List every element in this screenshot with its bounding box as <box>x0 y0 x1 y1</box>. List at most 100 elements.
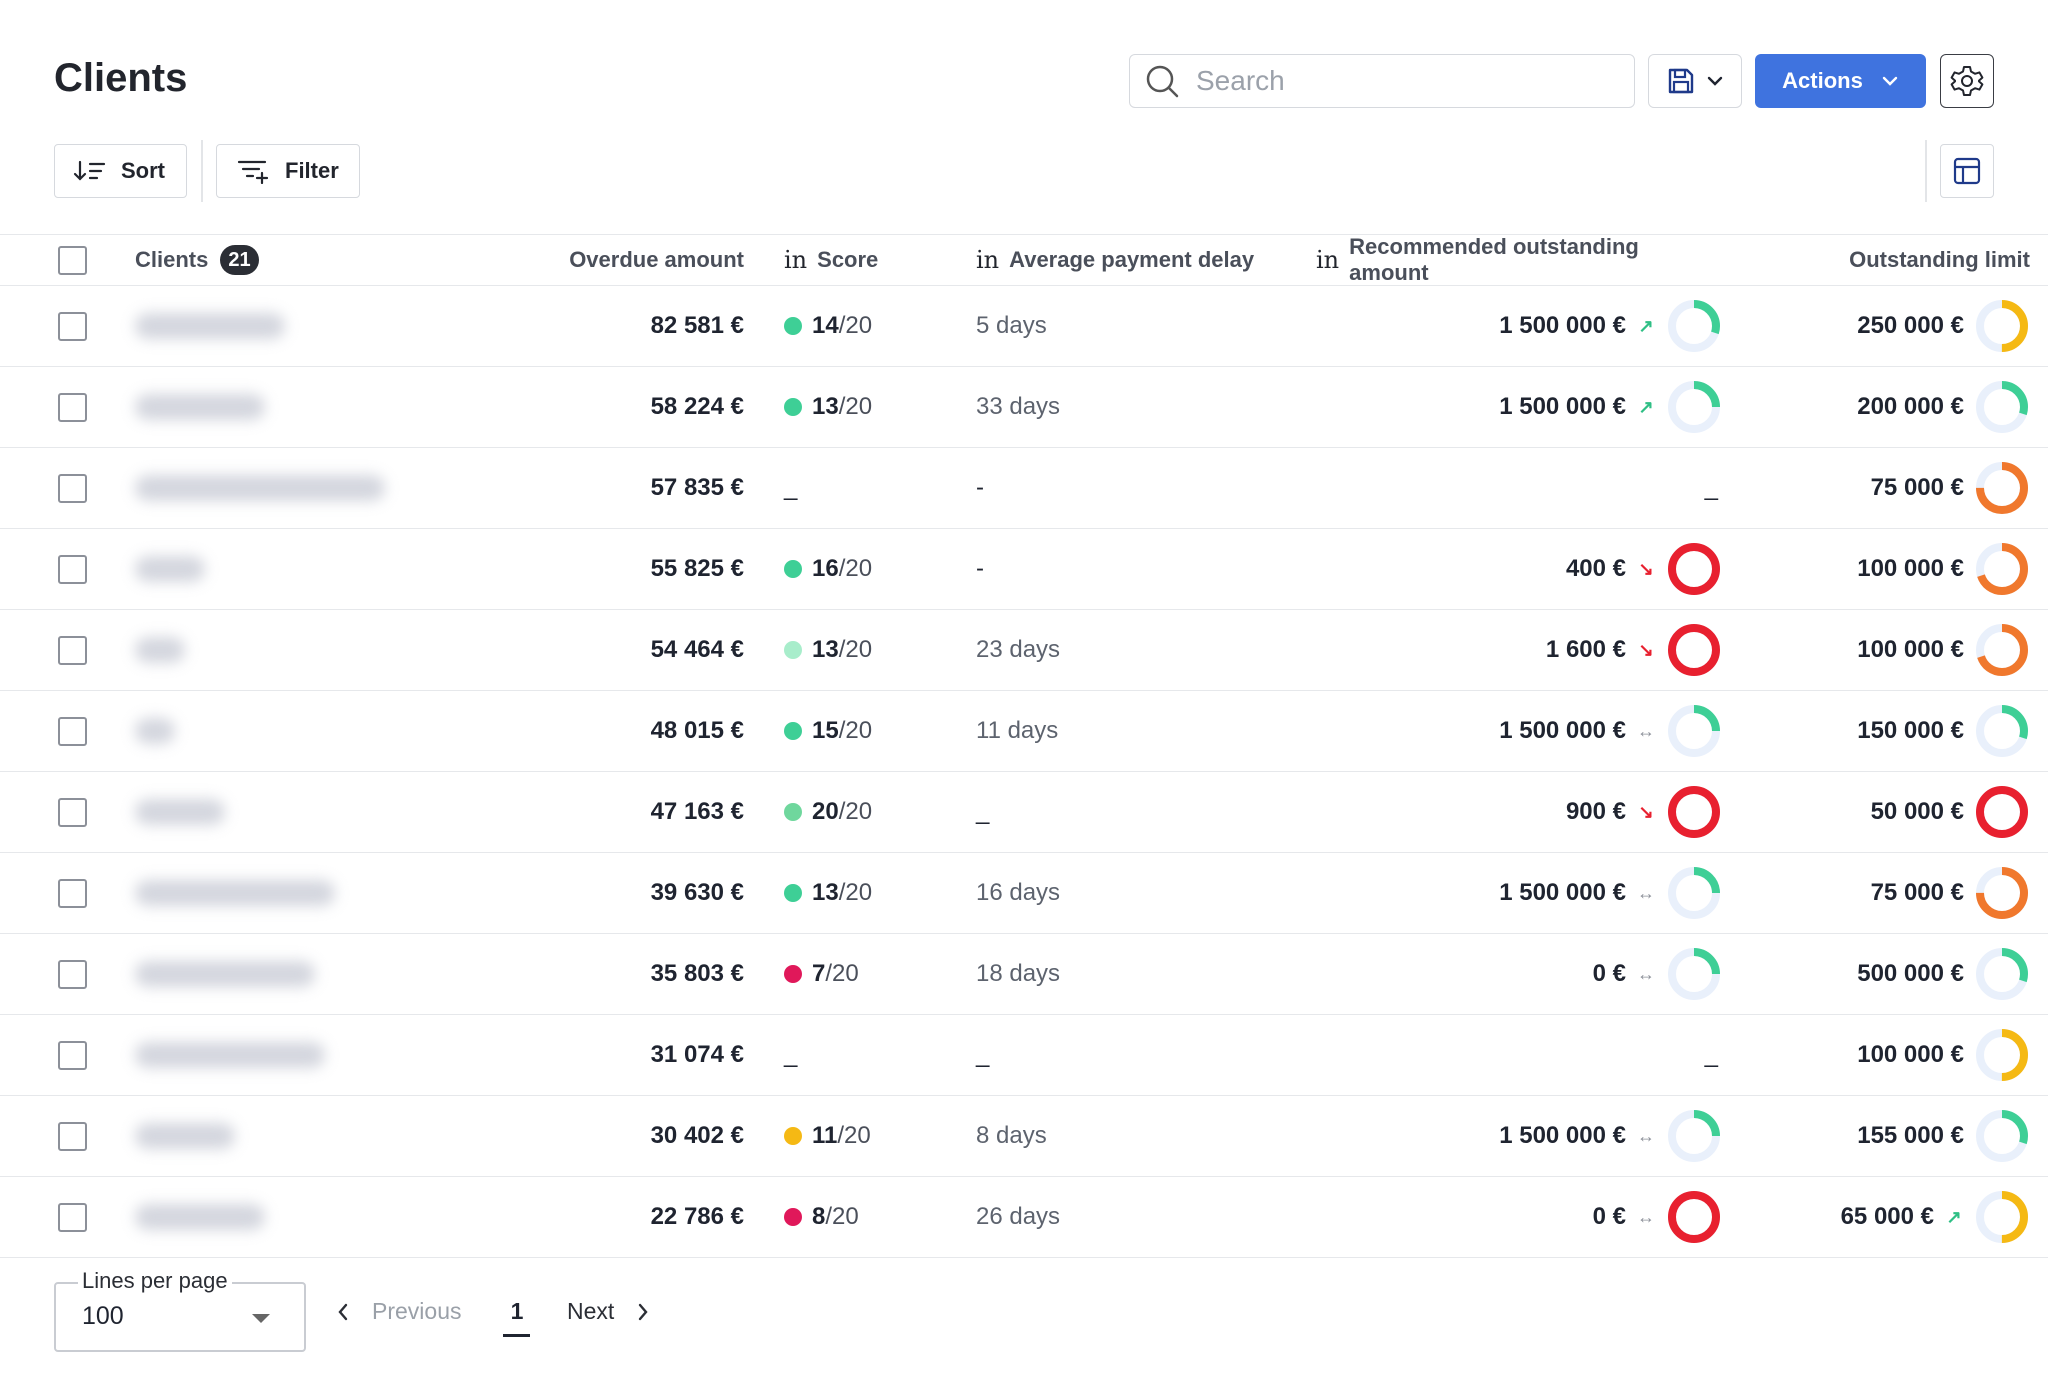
payment-delay-cell: 33 days <box>976 367 1296 447</box>
table-row[interactable]: 55 825 € 16/20 - 400 € ↘ 100 000 € <box>0 529 2048 610</box>
score-max: /20 <box>838 636 873 663</box>
column-header-score[interactable]: in Score <box>784 235 964 285</box>
score-status-dot <box>784 317 802 335</box>
recommended-amount: 1 500 000 € <box>1499 879 1626 906</box>
outstanding-limit: 200 000 € <box>1857 393 1964 420</box>
client-name-cell <box>135 1177 515 1257</box>
search-input[interactable] <box>1196 65 1616 97</box>
row-checkbox[interactable] <box>58 934 88 1014</box>
table-row[interactable]: 39 630 € 13/20 16 days 1 500 000 € ↔ 75 000 € <box>0 853 2048 934</box>
row-checkbox[interactable] <box>58 610 88 690</box>
table-header: Clients 21 Overdue amount in Score in Av… <box>0 234 2048 286</box>
column-header-overdue[interactable]: Overdue amount <box>530 235 744 285</box>
score-cell: 11/20 <box>784 1096 964 1176</box>
save-view-button[interactable] <box>1648 54 1742 108</box>
table-row[interactable]: 35 803 € 7/20 18 days 0 € ↔ 500 000 € <box>0 934 2048 1015</box>
overdue-amount-cell: 48 015 € <box>530 691 744 771</box>
table-row[interactable]: 57 835 € _ - _ 75 000 € <box>0 448 2048 529</box>
table-row[interactable]: 82 581 € 14/20 5 days 1 500 000 € ↗ 250 000 € <box>0 286 2048 367</box>
payment-delay-cell: - <box>976 448 1296 528</box>
sort-button[interactable]: Sort <box>54 144 187 198</box>
table-row[interactable]: 22 786 € 8/20 26 days 0 € ↔ 65 000 € ↗ <box>0 1177 2048 1258</box>
gauge-ring-icon <box>1976 624 2028 676</box>
score-cell: _ <box>784 1015 964 1095</box>
client-name-cell <box>135 610 515 690</box>
column-header-delay[interactable]: in Average payment delay <box>976 235 1296 285</box>
column-label: Clients <box>135 247 209 272</box>
trend-flat-icon: ↔ <box>1637 1125 1655 1146</box>
row-checkbox[interactable] <box>58 691 88 771</box>
payment-delay: 11 days <box>976 717 1059 744</box>
score-max: /20 <box>838 393 873 420</box>
column-header-limit[interactable]: Outstanding limit <box>1735 235 2030 285</box>
gauge-ring-icon <box>1668 948 1720 1000</box>
row-checkbox[interactable] <box>58 1015 88 1095</box>
empty-value: _ <box>1704 1041 1718 1068</box>
linkedin-icon: in <box>784 246 808 274</box>
previous-label: Previous <box>372 1298 462 1324</box>
score-cell: 13/20 <box>784 610 964 690</box>
settings-button[interactable] <box>1940 54 1994 108</box>
table-row[interactable]: 31 074 € _ _ _ 100 000 € <box>0 1015 2048 1096</box>
row-checkbox[interactable] <box>58 772 88 852</box>
row-checkbox[interactable] <box>58 448 88 528</box>
gauge-ring-icon <box>1976 867 2028 919</box>
filter-button[interactable]: Filter <box>216 144 360 198</box>
score-value: 20/20 <box>812 798 872 826</box>
next-page-button[interactable]: Next <box>567 1298 650 1325</box>
gauge-ring-icon <box>1976 705 2028 757</box>
row-checkbox[interactable] <box>58 1096 88 1176</box>
row-checkbox[interactable] <box>58 286 88 366</box>
score-value: 13/20 <box>812 636 872 664</box>
score-max: /20 <box>838 879 873 906</box>
actions-button[interactable]: Actions <box>1755 54 1926 108</box>
score-number: 20 <box>812 798 839 825</box>
recommended-amount-cell: 1 600 € ↘ <box>1310 610 1722 690</box>
page-number[interactable]: 1 <box>510 1298 524 1324</box>
score-number: 11 <box>812 1122 838 1149</box>
recommended-amount: 0 € <box>1592 960 1626 987</box>
table-row[interactable]: 48 015 € 15/20 11 days 1 500 000 € ↔ 150 000 … <box>0 691 2048 772</box>
score-cell: 16/20 <box>784 529 964 609</box>
payment-delay-cell: 16 days <box>976 853 1296 933</box>
score-max: /20 <box>838 555 873 582</box>
client-name-redacted <box>135 556 205 582</box>
gauge-ring-icon <box>1976 300 2028 352</box>
score-number: 15 <box>812 717 839 744</box>
table-row[interactable]: 30 402 € 11/20 8 days 1 500 000 € ↔ 155 000 € <box>0 1096 2048 1177</box>
row-checkbox[interactable] <box>58 853 88 933</box>
table-row[interactable]: 58 224 € 13/20 33 days 1 500 000 € ↗ 200 000 … <box>0 367 2048 448</box>
overdue-amount: 58 224 € <box>650 393 744 420</box>
column-header-recommended[interactable]: in Recommended outstanding amount <box>1310 234 1722 285</box>
table-row[interactable]: 54 464 € 13/20 23 days 1 600 € ↘ 100 000 € <box>0 610 2048 691</box>
row-checkbox[interactable] <box>58 367 88 447</box>
score-cell: 13/20 <box>784 853 964 933</box>
outstanding-limit: 100 000 € <box>1857 555 1964 582</box>
score-number: 7 <box>812 960 826 987</box>
overdue-amount-cell: 30 402 € <box>530 1096 744 1176</box>
gauge-ring-icon <box>1668 381 1720 433</box>
payment-delay-cell: - <box>976 529 1296 609</box>
column-header-clients[interactable]: Clients 21 <box>135 235 515 285</box>
trend-flat-icon: ↔ <box>1637 963 1655 984</box>
score-status-dot <box>784 641 802 659</box>
row-checkbox[interactable] <box>58 1177 88 1257</box>
payment-delay: 33 days <box>976 393 1061 420</box>
trend-flat-icon: ↔ <box>1637 1206 1655 1227</box>
client-name-cell <box>135 691 515 771</box>
chevron-down-icon <box>1707 76 1723 86</box>
score-cell: 20/20 <box>784 772 964 852</box>
trend-up-icon: ↗ <box>1638 396 1654 417</box>
search-box[interactable] <box>1129 54 1635 108</box>
score-status-dot <box>784 884 802 902</box>
score-cell: 13/20 <box>784 367 964 447</box>
table-row[interactable]: 47 163 € 20/20 _ 900 € ↘ 50 000 € <box>0 772 2048 853</box>
select-all-checkbox[interactable] <box>58 235 88 285</box>
payment-delay-cell: 23 days <box>976 610 1296 690</box>
overdue-amount: 35 803 € <box>650 960 744 987</box>
previous-page-button[interactable]: Previous <box>336 1298 461 1325</box>
score-number: 13 <box>812 636 839 663</box>
columns-button[interactable] <box>1940 144 1994 198</box>
lines-per-page-select[interactable]: Lines per page 100 <box>54 1268 306 1352</box>
row-checkbox[interactable] <box>58 529 88 609</box>
